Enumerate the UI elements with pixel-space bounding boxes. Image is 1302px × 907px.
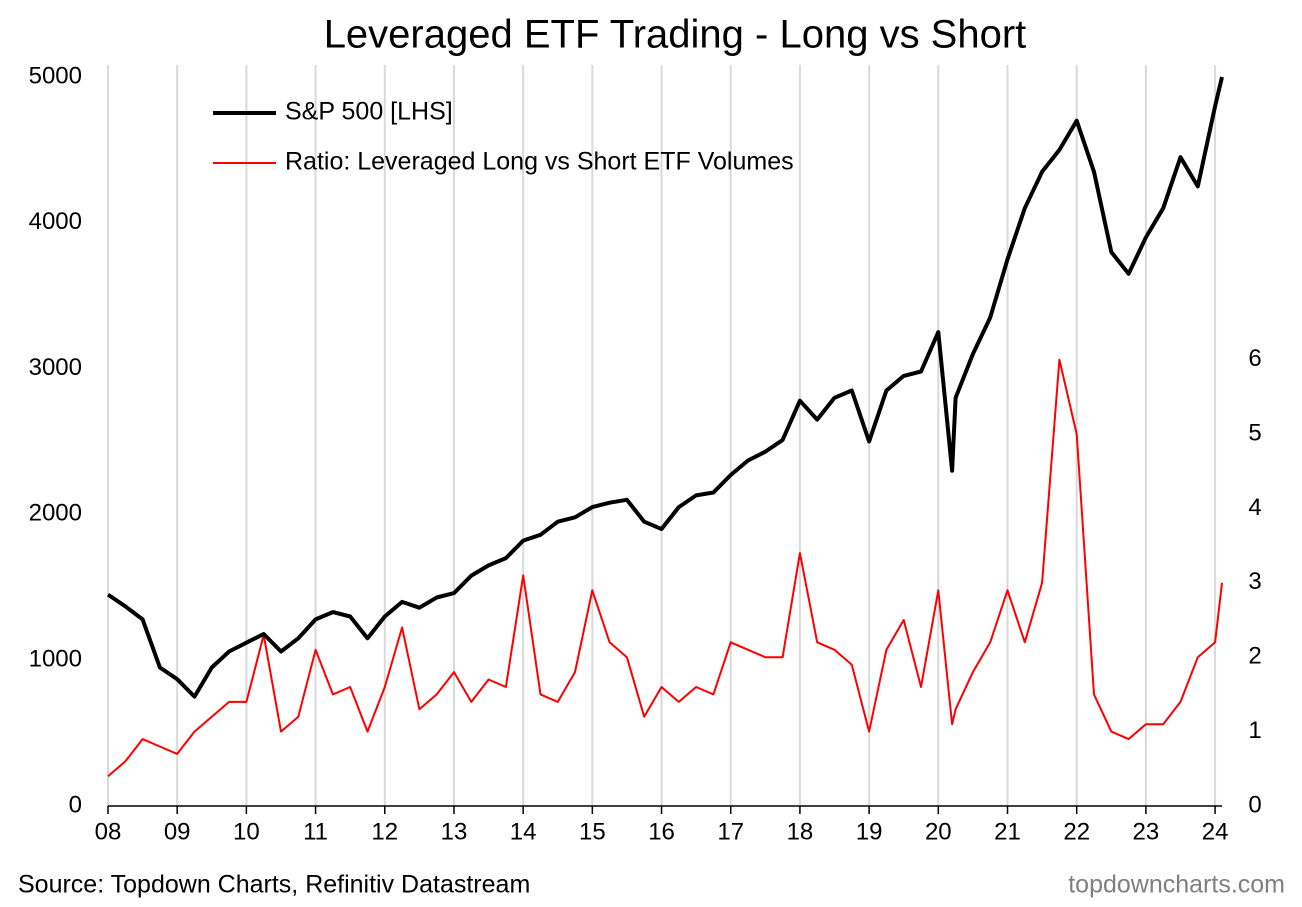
x-tick-label: 11 [303, 818, 328, 845]
x-tick-label: 09 [164, 818, 191, 845]
x-tick-label: 19 [856, 818, 883, 845]
series-line [107, 358, 1223, 777]
x-tick-label: 13 [441, 818, 468, 845]
y2-tick-label: 3 [1248, 568, 1261, 595]
x-tick-label: 22 [1063, 818, 1090, 845]
y-tick-label: 0 [69, 791, 82, 818]
x-tick-label: 08 [95, 818, 122, 845]
x-tick-label: 12 [371, 818, 398, 845]
y-tick-label: 4000 [29, 208, 82, 235]
x-tick-label: 10 [233, 818, 260, 845]
legend-label: S&P 500 [LHS] [285, 98, 453, 126]
y2-tick-label: 1 [1248, 717, 1261, 744]
x-tick-label: 17 [717, 818, 744, 845]
y2-tick-label: 2 [1248, 643, 1261, 670]
x-tick-label: 21 [994, 818, 1021, 845]
x-tick-label: 15 [579, 818, 606, 845]
series-line [106, 76, 1224, 699]
watermark: topdowncharts.com [1068, 871, 1285, 899]
x-tick-label: 14 [510, 818, 537, 845]
y-tick-label: 5000 [29, 62, 82, 89]
source-note: Source: Topdown Charts, Refinitiv Datast… [18, 871, 530, 899]
y2-tick-label: 0 [1248, 791, 1261, 818]
x-tick-label: 24 [1202, 818, 1229, 845]
x-tick-label: 23 [1133, 818, 1160, 845]
chart-title: Leveraged ETF Trading - Long vs Short [324, 13, 1027, 57]
y-tick-label: 1000 [29, 646, 82, 673]
y2-tick-label: 6 [1248, 345, 1261, 372]
y-tick-label: 2000 [29, 500, 82, 527]
x-tick-label: 20 [925, 818, 952, 845]
y2-tick-label: 5 [1248, 419, 1261, 446]
x-tick-label: 16 [648, 818, 675, 845]
y-tick-label: 3000 [29, 354, 82, 381]
x-tick-label: 18 [787, 818, 814, 845]
y2-tick-label: 4 [1248, 494, 1261, 521]
legend-label: Ratio: Leveraged Long vs Short ETF Volum… [285, 148, 794, 176]
